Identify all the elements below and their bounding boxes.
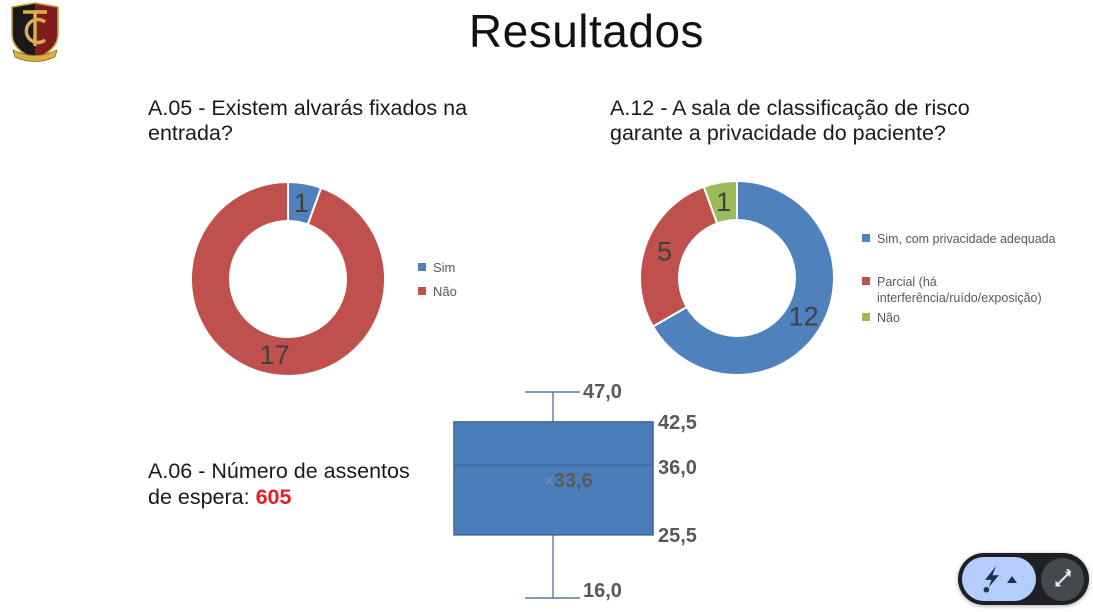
legend-item-a05-1: Não (418, 284, 508, 299)
donut-label-a05-0: 1 (294, 188, 309, 218)
legend-item-a12-2: Não (862, 310, 1064, 326)
legend-label: Parcial (há interferência/ruído/exposiçã… (877, 275, 1042, 305)
label-q3: 42,5 (658, 412, 697, 434)
box-rect (453, 421, 654, 536)
donut-slice-a12-2 (702, 179, 738, 225)
legend-a12: Sim, com privacidade adequada Parcial (há… (862, 231, 1064, 335)
stat-a06: A.06 - Número de assentos de espera: 605 (148, 458, 448, 510)
donut-chart-a12: 12 5 1 (639, 179, 835, 376)
legend-label: Não (433, 284, 457, 299)
donut-slice-a05-1 (190, 180, 386, 377)
legend-label: Sim, com privacidade adequada (877, 232, 1056, 246)
donut-slice-a12-0 (651, 179, 835, 376)
crest-ribbon (12, 49, 58, 62)
chevron-up-icon (1007, 575, 1017, 583)
legend-swatch-icon (862, 234, 870, 242)
crest-logo (11, 2, 59, 62)
label-q1: 25,5 (658, 525, 697, 547)
fullscreen-button[interactable] (1041, 557, 1084, 601)
crest-monogram (23, 10, 47, 46)
donut-chart-a05: 1 17 (190, 180, 386, 377)
legend-swatch-icon (418, 287, 426, 295)
stat-a06-value: 605 (255, 485, 292, 509)
donut-label-a12-1: 5 (657, 237, 672, 267)
pointer-button[interactable] (962, 557, 1036, 601)
chart-a05-title: A.05 - Existem alvarás fixados na entrad… (148, 96, 468, 145)
label-min: 16,0 (583, 580, 622, 602)
legend-swatch-icon (862, 277, 870, 285)
legend-label: Não (877, 311, 900, 325)
donut-label-a12-0: 12 (789, 302, 819, 332)
chart-a12-title: A.12 - A sala de classificação de risco … (610, 96, 970, 145)
donut-slice-a12-1 (639, 185, 719, 328)
stat-a06-line1: A.06 - Número de assentos (148, 459, 410, 483)
legend-item-a12-0: Sim, com privacidade adequada (862, 231, 1064, 247)
legend-label: Sim (433, 260, 456, 275)
legend-swatch-icon (862, 313, 870, 321)
legend-a05: Sim Não (418, 260, 508, 308)
mean-label: ×33,6 (545, 470, 593, 492)
legend-item-a05-0: Sim (418, 260, 508, 275)
player-controls (958, 553, 1089, 605)
label-max: 47,0 (583, 381, 622, 403)
label-median: 36,0 (658, 457, 697, 479)
donut-label-a05-1: 17 (260, 340, 290, 370)
legend-swatch-icon (418, 263, 426, 271)
legend-item-a12-1: Parcial (há interferência/ruído/exposiçã… (862, 274, 1064, 306)
donut-label-a12-2: 1 (716, 187, 731, 217)
lightning-pointer-icon (983, 565, 999, 593)
expand-arrows-icon (1055, 569, 1071, 587)
boxplot-chart-a06: ×33,6 47,0 42,5 36,0 25,5 16,0 (453, 381, 697, 602)
stat-a06-line2-prefix: de espera: (148, 485, 256, 509)
slide-title: Resultados (468, 5, 705, 57)
